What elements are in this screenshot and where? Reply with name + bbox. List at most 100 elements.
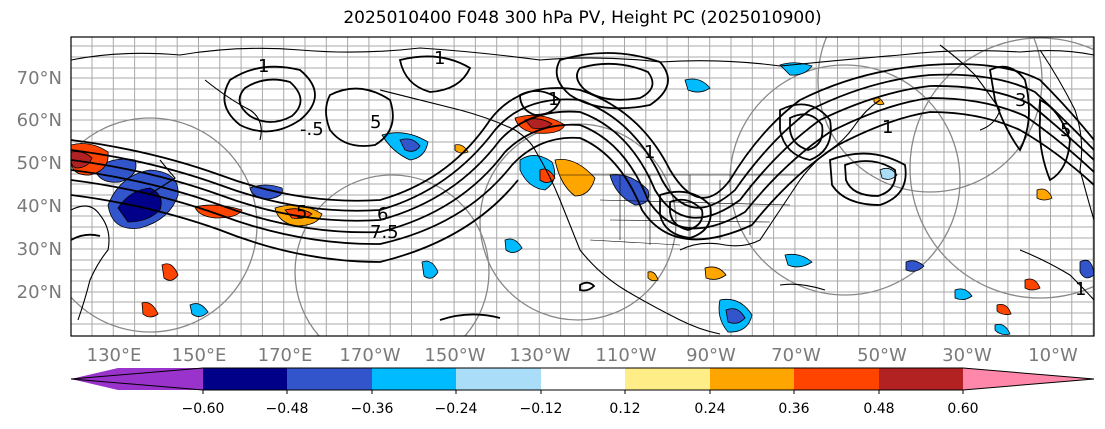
latitude-label: 70°N — [17, 68, 62, 89]
pv-shading — [71, 62, 1094, 335]
height-contour — [325, 87, 394, 147]
height-contours — [71, 52, 1094, 321]
pv-negative-anomaly — [779, 62, 813, 76]
border-state — [609, 219, 771, 223]
height-contour — [238, 78, 302, 123]
height-contour — [555, 52, 669, 110]
contour-label: 1 — [258, 56, 269, 77]
pv-negative-anomaly — [684, 78, 711, 93]
colorbar-segment — [372, 368, 456, 390]
coastline-cuba — [779, 283, 826, 291]
latitude-label: 50°N — [17, 153, 62, 174]
gray-circle — [817, 37, 1043, 193]
pv-negative-anomaly — [905, 260, 925, 272]
pv-negative-anomaly — [117, 187, 162, 223]
colorbar-tick-label: −0.12 — [520, 401, 563, 417]
pv-negative-anomaly — [994, 324, 1011, 335]
longitude-label: 150°W — [424, 345, 485, 366]
longitude-label: 170°E — [258, 345, 313, 366]
height-contour — [669, 198, 704, 231]
height-contour — [519, 90, 562, 116]
height-contour — [71, 97, 1094, 234]
height-contour — [659, 190, 712, 239]
gray-circle — [71, 117, 258, 333]
longitude-label: 70°W — [771, 345, 821, 366]
pv-positive-anomaly — [1024, 278, 1041, 291]
contour-label: 1 — [434, 48, 445, 69]
colorbar-segment — [625, 368, 710, 390]
coastline-japan — [147, 159, 176, 196]
colorbar-segment — [710, 368, 794, 390]
longitude-label: 10°W — [1028, 345, 1078, 366]
latitude-labels: 70°N 60°N 50°N 40°N 30°N 20°N — [17, 68, 62, 303]
map-border — [70, 36, 1095, 337]
latitude-label: 30°N — [17, 239, 62, 260]
longitude-labels: 130°E 150°E 170°E 170°W 150°W 130°W 110°W 90°W 7… — [87, 345, 1078, 366]
pv-positive-anomaly — [647, 271, 659, 282]
longitude-label: 90°W — [686, 345, 736, 366]
pv-positive-anomaly — [704, 266, 727, 280]
contour-label: 3 — [1015, 90, 1026, 111]
pv-negative-anomaly — [421, 260, 439, 279]
colorbar-extend-low-tip — [71, 368, 203, 390]
contour-label: 1 — [1075, 279, 1086, 300]
height-contour — [71, 179, 519, 263]
height-contour — [789, 113, 824, 151]
pv-negative-anomaly — [189, 303, 209, 317]
pv-negative-anomaly — [784, 253, 813, 268]
colorbar-segment — [287, 368, 372, 390]
height-contour — [989, 65, 1030, 152]
colorbar-tick-label: −0.36 — [351, 401, 394, 417]
border-state — [599, 199, 791, 206]
height-contour — [223, 65, 316, 133]
latitude-label: 20°N — [17, 282, 62, 303]
longitude-label: 170°W — [339, 345, 400, 366]
coastline-alaska — [379, 89, 536, 151]
colorbar-segment — [879, 368, 963, 390]
coastline-kamchatka — [204, 79, 262, 141]
height-contour — [71, 85, 1094, 222]
contour-label: 7.5 — [370, 222, 399, 243]
longitude-label: 50°W — [857, 345, 907, 366]
pv-negative-anomaly — [504, 238, 523, 253]
contour-label: 6 — [377, 204, 388, 225]
pv-positive-anomaly — [554, 159, 596, 197]
coastline-greenland — [939, 44, 1001, 131]
pv-negative-anomaly — [954, 288, 973, 300]
contour-label: 1 — [548, 89, 559, 110]
height-contour — [844, 160, 897, 197]
pv-positive-anomaly — [1036, 188, 1053, 201]
contour-label: 5 — [370, 112, 381, 133]
colorbar-tick-label: 0.48 — [863, 401, 894, 417]
height-contour — [71, 111, 1094, 245]
coastline-north-america-west — [534, 149, 721, 335]
coastline-gulf — [679, 179, 801, 251]
longitude-label: 110°W — [595, 345, 656, 366]
longitude-label: 130°E — [87, 345, 142, 366]
pv-positive-anomaly — [284, 208, 313, 219]
contour-label: 5 — [1060, 120, 1071, 141]
colorbar-extend-high — [963, 368, 1094, 390]
pv-positive-anomaly — [161, 263, 179, 281]
height-contour — [579, 281, 596, 292]
gray-circle — [909, 37, 1094, 299]
contour-label: -.5 — [300, 119, 324, 140]
height-contour — [439, 313, 501, 321]
pv-positive-anomaly — [996, 304, 1012, 315]
pv-negative-anomaly — [399, 138, 421, 152]
map-title: 2025010400 F048 300 hPa PV, Height PC (2… — [343, 8, 822, 28]
gray-circle — [294, 174, 490, 336]
height-contour — [398, 55, 472, 93]
colorbar-tick-label: 0.60 — [947, 401, 978, 417]
pv-positive-anomaly — [71, 151, 93, 169]
colorbar-segment — [203, 368, 287, 390]
colorbar-tick-label: 0.12 — [609, 401, 640, 417]
colorbar — [70, 367, 1095, 394]
colorbar-tick-labels: −0.60 −0.48 −0.36 −0.24 −0.12 0.12 0.24 0.36 0.4… — [182, 401, 979, 417]
height-contour — [71, 233, 101, 241]
height-contour — [576, 62, 654, 101]
latitude-label: 40°N — [17, 196, 62, 217]
pv-positive-anomaly — [524, 118, 553, 129]
pv-positive-anomaly — [141, 302, 159, 318]
